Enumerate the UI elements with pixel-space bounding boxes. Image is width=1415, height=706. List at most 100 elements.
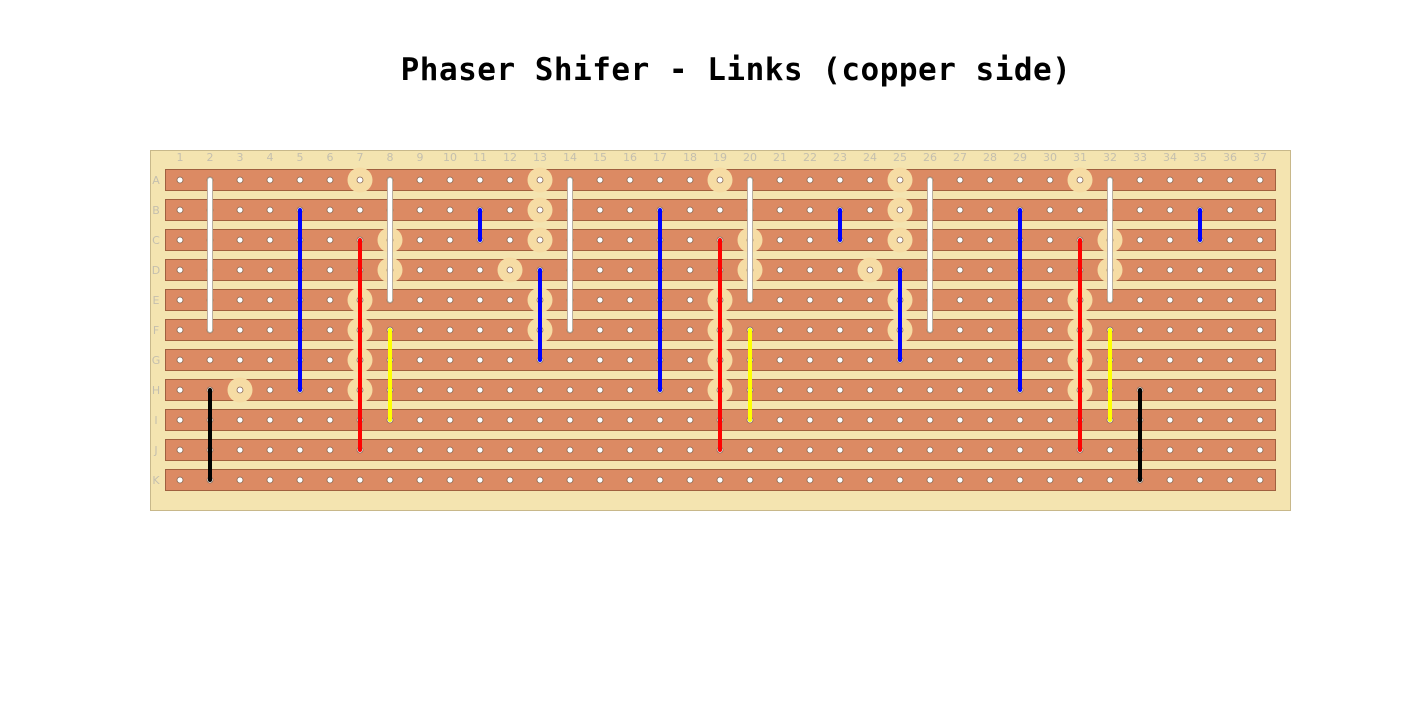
hole [386,476,394,484]
hole [776,416,784,424]
column-label: 2 [207,151,214,164]
column-label: 19 [713,151,727,164]
hole [956,206,964,214]
hole [536,416,544,424]
hole [1226,236,1234,244]
hole [1046,416,1054,424]
hole [926,416,934,424]
hole [596,296,604,304]
hole [1196,476,1204,484]
hole [776,356,784,364]
hole [1046,476,1054,484]
hole [416,326,424,334]
hole [1256,236,1264,244]
hole [1106,446,1114,454]
hole [476,386,484,394]
hole [1196,356,1204,364]
column-label: 33 [1133,151,1147,164]
column-label: 29 [1013,151,1027,164]
hole [296,416,304,424]
hole [266,206,274,214]
hole [596,386,604,394]
hole [416,266,424,274]
hole [176,386,184,394]
hole [776,476,784,484]
hole [686,356,694,364]
column-label: 6 [327,151,334,164]
hole [686,266,694,274]
hole [896,416,904,424]
hole [236,266,244,274]
hole [1016,476,1024,484]
hole [746,476,754,484]
hole [566,446,574,454]
hole [476,446,484,454]
column-label: 14 [563,151,577,164]
hole [236,476,244,484]
hole [206,356,214,364]
hole [296,476,304,484]
hole [1016,176,1024,184]
hole [686,176,694,184]
hole [746,446,754,454]
hole [626,176,634,184]
hole [836,326,844,334]
hole [1046,176,1054,184]
hole [776,206,784,214]
hole [956,416,964,424]
hole [326,326,334,334]
hole [416,236,424,244]
hole [1196,176,1204,184]
hole [596,356,604,364]
hole [1136,266,1144,274]
hole [896,206,904,214]
hole [506,326,514,334]
hole [776,446,784,454]
hole [926,356,934,364]
column-label: 36 [1223,151,1237,164]
column-label: 21 [773,151,787,164]
hole [416,476,424,484]
hole [356,176,364,184]
row-label: E [153,294,160,307]
hole [986,416,994,424]
hole [1046,296,1054,304]
hole [266,296,274,304]
column-label: 11 [473,151,487,164]
hole [1196,296,1204,304]
hole [1196,446,1204,454]
hole [956,356,964,364]
hole [1226,266,1234,274]
column-labels: 1 2 3 4 5 6 7 8 9 10 11 12 13 14 15 16 17 18 19 20 21 22 23 24 2… [177,151,1268,164]
hole [716,176,724,184]
hole [386,446,394,454]
hole [956,446,964,454]
hole [566,356,574,364]
hole [506,176,514,184]
hole [1166,386,1174,394]
hole [866,206,874,214]
hole [956,176,964,184]
hole [566,386,574,394]
hole [1226,476,1234,484]
row-label: K [152,474,160,487]
hole [1166,236,1174,244]
hole [806,206,814,214]
column-label: 26 [923,151,937,164]
hole [176,476,184,484]
hole [986,446,994,454]
row-label: B [152,204,160,217]
hole [716,476,724,484]
hole [626,326,634,334]
row-label: D [152,264,160,277]
column-label: 18 [683,151,697,164]
hole [506,476,514,484]
column-label: 8 [387,151,394,164]
hole [896,476,904,484]
wire-links [207,177,1202,482]
hole [326,356,334,364]
hole [986,356,994,364]
column-label: 9 [417,151,424,164]
hole [1076,206,1084,214]
hole [776,386,784,394]
